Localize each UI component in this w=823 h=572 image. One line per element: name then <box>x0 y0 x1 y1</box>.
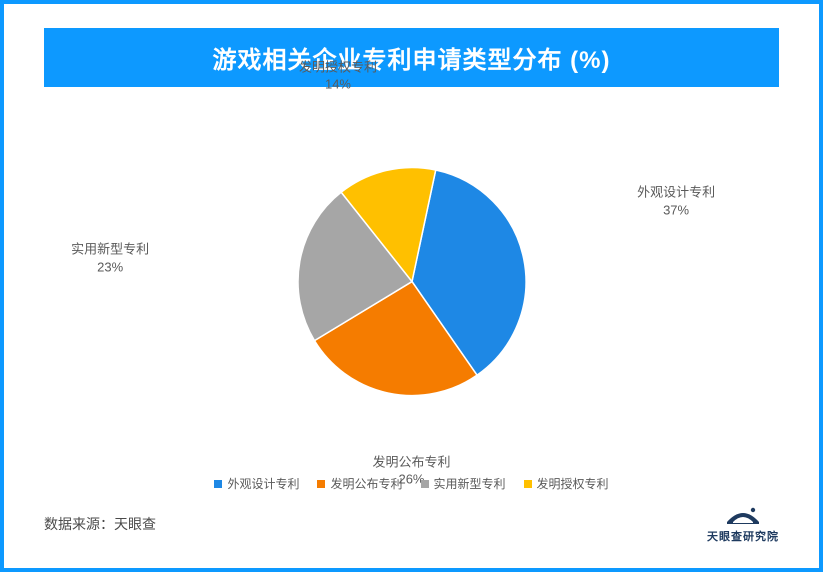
source-name: 天眼查 <box>114 516 156 532</box>
slice-label-2: 实用新型专利 23% <box>71 240 149 275</box>
legend-swatch-1 <box>317 480 325 488</box>
source-prefix: 数据来源： <box>44 516 114 532</box>
legend-item-3: 发明授权专利 <box>524 475 609 492</box>
slice-label-0: 外观设计专利 37% <box>637 183 715 218</box>
slice-label-2-pct: 23% <box>71 258 149 276</box>
chart-frame: 游戏相关企业专利申请类型分布 (%) 外观设计专利 37% 发明公布专利 26%… <box>0 0 823 572</box>
legend: 外观设计专利 发明公布专利 实用新型专利 发明授权专利 <box>4 475 819 492</box>
chart-title: 游戏相关企业专利申请类型分布 (%) <box>44 28 779 87</box>
chart-area: 外观设计专利 37% 发明公布专利 26% 实用新型专利 23% 发明授权专利 … <box>44 87 779 467</box>
legend-swatch-3 <box>524 480 532 488</box>
data-source: 数据来源：天眼查 <box>44 514 156 534</box>
legend-label-1: 发明公布专利 <box>330 475 402 492</box>
slice-label-3: 发明授权专利 14% <box>299 58 377 93</box>
brand-logo-icon <box>723 502 763 526</box>
legend-swatch-0 <box>214 480 222 488</box>
pie-chart <box>298 168 526 396</box>
legend-item-0: 外观设计专利 <box>214 475 299 492</box>
legend-label-3: 发明授权专利 <box>537 475 609 492</box>
legend-label-0: 外观设计专利 <box>227 475 299 492</box>
legend-item-1: 发明公布专利 <box>317 475 402 492</box>
slice-label-2-name: 实用新型专利 <box>71 240 149 258</box>
brand-text: 天眼查研究院 <box>707 528 779 544</box>
slice-label-3-pct: 14% <box>299 76 377 94</box>
legend-label-2: 实用新型专利 <box>434 475 506 492</box>
legend-item-2: 实用新型专利 <box>421 475 506 492</box>
slice-label-1-name: 发明公布专利 <box>372 453 450 471</box>
pie-wrap <box>298 168 526 396</box>
slice-label-0-name: 外观设计专利 <box>637 183 715 201</box>
legend-swatch-2 <box>421 480 429 488</box>
slice-label-3-name: 发明授权专利 <box>299 58 377 76</box>
brand-block: 天眼查研究院 <box>707 502 779 544</box>
slice-label-0-pct: 37% <box>637 201 715 219</box>
